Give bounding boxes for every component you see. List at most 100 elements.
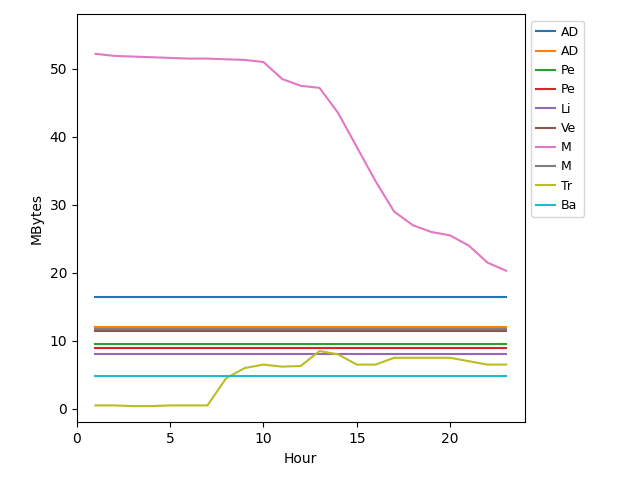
Li bbox=[241, 351, 248, 357]
Li bbox=[148, 351, 156, 357]
AD bbox=[148, 294, 156, 300]
Pe bbox=[297, 345, 305, 350]
Tr bbox=[409, 355, 417, 360]
M bbox=[446, 232, 454, 238]
Pe bbox=[260, 341, 268, 347]
Tr bbox=[353, 362, 361, 368]
Pe bbox=[428, 345, 435, 350]
M bbox=[129, 326, 137, 332]
Ba bbox=[297, 373, 305, 379]
Tr bbox=[484, 362, 492, 368]
Ve bbox=[204, 328, 211, 334]
M bbox=[409, 222, 417, 228]
AD bbox=[92, 324, 99, 330]
Ve bbox=[428, 328, 435, 334]
Y-axis label: MBytes: MBytes bbox=[30, 193, 44, 244]
AD bbox=[278, 324, 286, 330]
M bbox=[334, 110, 342, 116]
Pe bbox=[92, 345, 99, 350]
Pe bbox=[465, 345, 472, 350]
AD bbox=[390, 294, 398, 300]
Ba bbox=[204, 373, 211, 379]
AD bbox=[465, 324, 472, 330]
Pe bbox=[222, 341, 230, 347]
Ba bbox=[353, 373, 361, 379]
Ba bbox=[185, 373, 193, 379]
Ba bbox=[148, 373, 156, 379]
Pe bbox=[353, 341, 361, 347]
Tr bbox=[148, 403, 156, 409]
Tr bbox=[222, 375, 230, 381]
M bbox=[92, 51, 99, 57]
M bbox=[334, 326, 342, 332]
Pe bbox=[110, 345, 118, 350]
M bbox=[446, 326, 454, 332]
Ba bbox=[222, 373, 230, 379]
M bbox=[484, 326, 492, 332]
AD bbox=[297, 324, 305, 330]
M bbox=[260, 59, 268, 65]
Ve bbox=[502, 328, 510, 334]
Pe bbox=[204, 341, 211, 347]
Pe bbox=[409, 345, 417, 350]
Pe bbox=[185, 341, 193, 347]
AD bbox=[260, 324, 268, 330]
AD bbox=[428, 294, 435, 300]
Tr bbox=[446, 355, 454, 360]
AD bbox=[241, 324, 248, 330]
Ve bbox=[185, 328, 193, 334]
Ba bbox=[110, 373, 118, 379]
Ba bbox=[334, 373, 342, 379]
M bbox=[260, 326, 268, 332]
Li bbox=[334, 351, 342, 357]
Pe bbox=[148, 345, 156, 350]
AD bbox=[409, 294, 417, 300]
M bbox=[353, 326, 361, 332]
M bbox=[465, 243, 472, 249]
AD bbox=[185, 324, 193, 330]
Pe bbox=[446, 341, 454, 347]
M bbox=[110, 53, 118, 59]
Pe bbox=[185, 345, 193, 350]
M bbox=[428, 326, 435, 332]
M bbox=[502, 326, 510, 332]
Ve bbox=[260, 328, 268, 334]
Pe bbox=[166, 341, 174, 347]
M bbox=[166, 326, 174, 332]
Legend: AD, AD, Pe, Pe, Li, Ve, M, M, Tr, Ba: AD, AD, Pe, Pe, Li, Ve, M, M, Tr, Ba bbox=[531, 21, 584, 217]
AD bbox=[148, 324, 156, 330]
AD bbox=[502, 294, 510, 300]
Pe bbox=[390, 345, 398, 350]
Pe bbox=[110, 341, 118, 347]
M bbox=[241, 326, 248, 332]
M bbox=[148, 54, 156, 60]
M bbox=[222, 57, 230, 62]
M bbox=[465, 326, 472, 332]
AD bbox=[316, 324, 323, 330]
Ve bbox=[241, 328, 248, 334]
M bbox=[372, 326, 380, 332]
M bbox=[148, 326, 156, 332]
M bbox=[502, 268, 510, 274]
AD bbox=[465, 294, 472, 300]
Ba bbox=[278, 373, 286, 379]
Pe bbox=[334, 345, 342, 350]
Pe bbox=[278, 345, 286, 350]
AD bbox=[316, 294, 323, 300]
Ve bbox=[92, 328, 99, 334]
Ve bbox=[297, 328, 305, 334]
Ve bbox=[316, 328, 323, 334]
AD bbox=[428, 324, 435, 330]
Pe bbox=[92, 341, 99, 347]
Ve bbox=[390, 328, 398, 334]
Ve bbox=[222, 328, 230, 334]
Tr bbox=[278, 364, 286, 370]
M bbox=[110, 326, 118, 332]
AD bbox=[372, 324, 380, 330]
X-axis label: Hour: Hour bbox=[284, 452, 317, 466]
AD bbox=[110, 324, 118, 330]
Li bbox=[92, 351, 99, 357]
Pe bbox=[502, 345, 510, 350]
Li bbox=[204, 351, 211, 357]
Tr bbox=[241, 365, 248, 371]
